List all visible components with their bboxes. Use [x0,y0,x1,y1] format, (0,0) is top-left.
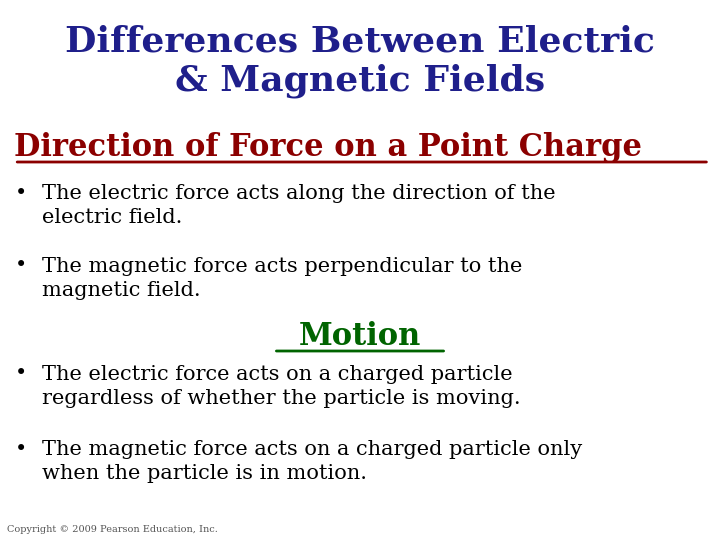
Text: The magnetic force acts perpendicular to the
magnetic field.: The magnetic force acts perpendicular to… [42,256,522,300]
Text: The electric force acts along the direction of the
electric field.: The electric force acts along the direct… [42,184,555,227]
Text: Differences Between Electric
& Magnetic Fields: Differences Between Electric & Magnetic … [65,24,655,98]
Text: Copyright © 2009 Pearson Education, Inc.: Copyright © 2009 Pearson Education, Inc. [7,524,218,534]
Text: •: • [14,184,27,202]
Text: •: • [14,440,27,459]
Text: The electric force acts on a charged particle
regardless of whether the particle: The electric force acts on a charged par… [42,364,521,408]
Text: The magnetic force acts on a charged particle only
when the particle is in motio: The magnetic force acts on a charged par… [42,440,582,483]
Text: •: • [14,364,27,383]
Text: •: • [14,256,27,275]
Text: Direction of Force on a Point Charge: Direction of Force on a Point Charge [14,132,642,163]
Text: Motion: Motion [299,321,421,352]
